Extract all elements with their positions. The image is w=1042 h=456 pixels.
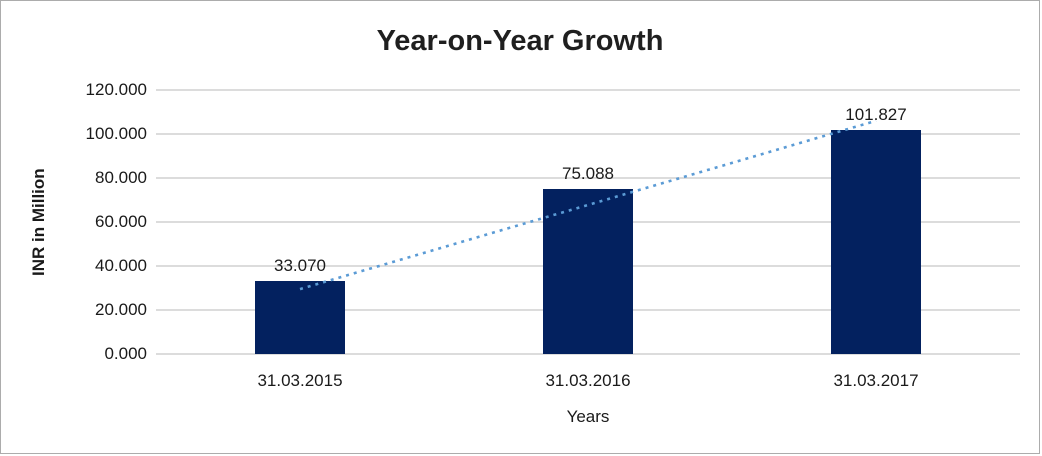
- bar: [831, 129, 921, 354]
- gridline: [156, 353, 1020, 355]
- bar-data-label: 75.088: [562, 163, 614, 183]
- x-tick-label: 31.03.2015: [257, 371, 343, 390]
- y-tick-label: 40.000: [95, 256, 147, 275]
- y-tick-label: 80.000: [95, 168, 147, 187]
- bar-data-label: 101.827: [845, 104, 907, 124]
- x-axis-title: Years: [566, 407, 610, 426]
- y-tick-label: 0.000: [104, 344, 147, 363]
- gridline: [156, 89, 1020, 91]
- bar: [543, 188, 633, 354]
- y-tick-label: 100.000: [85, 124, 147, 143]
- x-tick-label: 31.03.2017: [833, 371, 919, 390]
- x-tick-label: 31.03.2016: [545, 371, 631, 390]
- y-tick-label: 20.000: [95, 300, 147, 319]
- y-tick-label: 60.000: [95, 212, 147, 231]
- y-tick-label: 120.000: [85, 80, 147, 99]
- chart-title: Year-on-Year Growth: [376, 25, 664, 57]
- bar-data-label: 33.070: [274, 256, 326, 276]
- bar: [255, 281, 345, 354]
